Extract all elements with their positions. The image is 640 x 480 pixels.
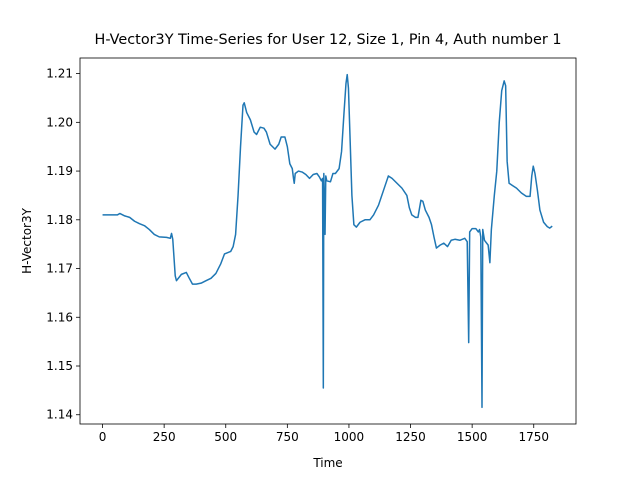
chart-title: H-Vector3Y Time-Series for User 12, Size… (95, 32, 562, 48)
x-tick-label: 500 (214, 430, 237, 444)
x-tick-label: 1750 (518, 430, 549, 444)
y-axis-label: H-Vector3Y (20, 207, 34, 274)
y-tick-label: 1.14 (46, 408, 73, 422)
plot-frame (79, 57, 577, 425)
data-line (102, 73, 553, 409)
y-tick-label: 1.19 (46, 164, 73, 178)
x-tick-label: 1500 (457, 430, 488, 444)
y-tick-label: 1.21 (46, 67, 73, 81)
x-tick-label: 1000 (334, 430, 365, 444)
x-axis-label: Time (312, 456, 342, 470)
x-tick-label: 750 (276, 430, 299, 444)
x-tick-label: 1250 (395, 430, 426, 444)
y-tick-label: 1.18 (46, 213, 73, 227)
y-tick-label: 1.16 (46, 310, 73, 324)
y-tick-label: 1.17 (46, 262, 73, 276)
x-tick-label: 0 (99, 430, 107, 444)
x-tick-label: 250 (153, 430, 176, 444)
y-tick-label: 1.15 (46, 359, 73, 373)
y-tick-label: 1.20 (46, 115, 73, 129)
